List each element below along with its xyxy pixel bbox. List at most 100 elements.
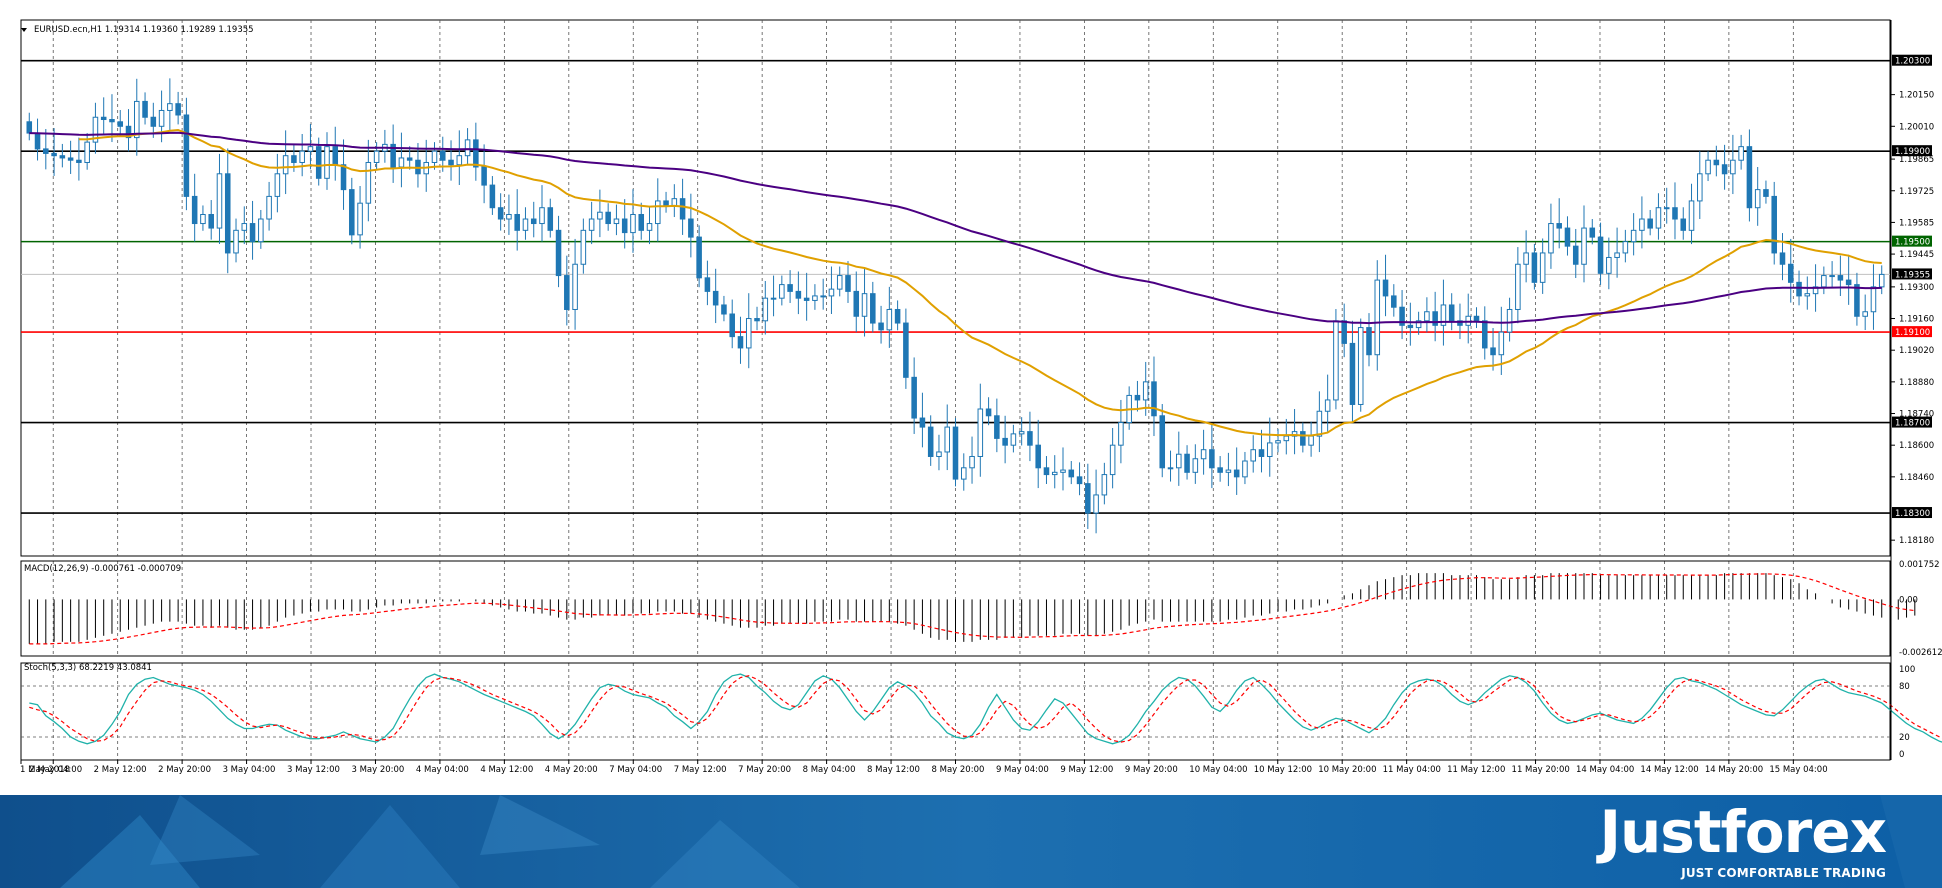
candle-body [1068, 469, 1075, 478]
candle-body [51, 152, 57, 157]
price-level-badge [1892, 326, 1932, 338]
candle-body [1680, 218, 1687, 231]
stochastic-title: Stoch(5,3,3) 68.2219 43.0841 [24, 663, 152, 673]
price-level-badge [1892, 235, 1932, 247]
logo-tagline: JUST COMFORTABLE TRADING [1681, 866, 1886, 880]
candle-body [1027, 431, 1033, 446]
candle-body [92, 116, 99, 143]
candle-body [1109, 444, 1116, 476]
price-level-label: 1.18700 [1895, 419, 1930, 429]
candle-body [630, 213, 636, 234]
candle-body [1341, 320, 1347, 344]
candle-body [1705, 159, 1711, 175]
candle-body [646, 223, 653, 231]
candle-body [1506, 308, 1513, 333]
candle-body [721, 304, 727, 315]
candle-body [1845, 279, 1852, 286]
candle-body [770, 297, 777, 300]
time-tick-label: 8 May 04:00 [803, 765, 856, 775]
candle-body [1159, 415, 1166, 469]
candle-body [1630, 229, 1637, 243]
candle-body [175, 103, 181, 116]
candle-body [1787, 263, 1794, 283]
candle-body [787, 284, 793, 292]
candle-body [34, 132, 41, 150]
candle-body [588, 218, 595, 231]
candle-body [522, 218, 529, 231]
candle-body [621, 218, 628, 234]
candle-body [1391, 295, 1397, 308]
candle-body [1655, 207, 1662, 229]
candle-body [398, 157, 405, 168]
candle-body [812, 295, 818, 301]
price-tick-label: 1.20010 [1899, 122, 1934, 132]
candle-body [249, 223, 256, 243]
candle-body [1754, 189, 1761, 209]
candle-body [1233, 469, 1240, 478]
candle-body [373, 150, 380, 163]
candle-body [1837, 275, 1844, 281]
stochastic-tick-label: 80 [1899, 682, 1910, 692]
price-tick-label: 1.19020 [1899, 346, 1934, 356]
candle-body [1407, 324, 1414, 329]
candle-body [927, 426, 934, 457]
macd-panel[interactable]: 0.001752 0.00 -0.002612 [20, 560, 1942, 658]
candle-body [1424, 311, 1430, 322]
candle-body [803, 297, 810, 301]
candle-body [712, 290, 719, 306]
price-level-badge [1892, 268, 1932, 280]
stochastic-tick-label: 100 [1899, 665, 1915, 675]
candle-body [688, 218, 694, 238]
time-tick-label: 7 May 12:00 [674, 765, 727, 775]
candle-body [59, 155, 66, 159]
candle-body [1539, 252, 1546, 283]
candle-body [1878, 273, 1885, 288]
price-tick-label: 1.19160 [1899, 315, 1934, 325]
candle-body [1597, 236, 1604, 274]
candle-body [1035, 444, 1041, 469]
candle-body [340, 164, 347, 191]
candle-body [307, 146, 314, 152]
candle-body [944, 426, 951, 453]
candle-body [580, 229, 587, 265]
candle-body [1564, 227, 1571, 247]
price-panel[interactable]: 1.20150 1.20010 1.19865 1.19725 1.19585 1.194… [20, 19, 1934, 760]
candle-body [448, 159, 454, 166]
candle-body [745, 318, 752, 349]
candle-body [572, 263, 578, 310]
candle-body [200, 213, 206, 225]
macd-tick-label: 0.00 [1899, 595, 1918, 605]
candle-body [100, 116, 107, 121]
candle-body [84, 141, 90, 163]
candle-body [613, 218, 620, 225]
candle-body [1051, 471, 1058, 476]
candle-body [696, 236, 702, 279]
footer-background [0, 795, 1942, 888]
candle-body [1085, 483, 1091, 514]
candle-body [1167, 467, 1174, 470]
time-tick-label: 14 May 12:00 [1640, 765, 1698, 775]
time-tick-label: 4 May 20:00 [545, 765, 598, 775]
candle-body [1589, 227, 1596, 238]
collapse-triangle-icon[interactable] [21, 28, 27, 32]
candle-body [332, 146, 339, 166]
price-level-label: 1.19355 [1895, 270, 1930, 280]
candle-body [655, 200, 661, 225]
time-tick-label: 7 May 04:00 [609, 765, 662, 775]
candle-body [1779, 252, 1786, 265]
candle-body [853, 290, 860, 317]
candle-body [1291, 431, 1298, 437]
candle-body [762, 297, 769, 322]
candle-body [1101, 474, 1108, 496]
time-tick-label: 14 May 04:00 [1576, 765, 1634, 775]
candle-body [1771, 195, 1777, 254]
candle-body [1738, 146, 1744, 161]
candle-body [1357, 327, 1364, 405]
candle-body [1266, 442, 1273, 457]
candle-body [1639, 218, 1645, 231]
candle-body [1043, 467, 1050, 476]
trading-chart[interactable]: 1.20150 1.20010 1.19865 1.19725 1.19585 1.194… [0, 0, 1942, 795]
candle-body [390, 143, 396, 168]
candle-body [473, 139, 479, 168]
candle-body [183, 114, 190, 197]
